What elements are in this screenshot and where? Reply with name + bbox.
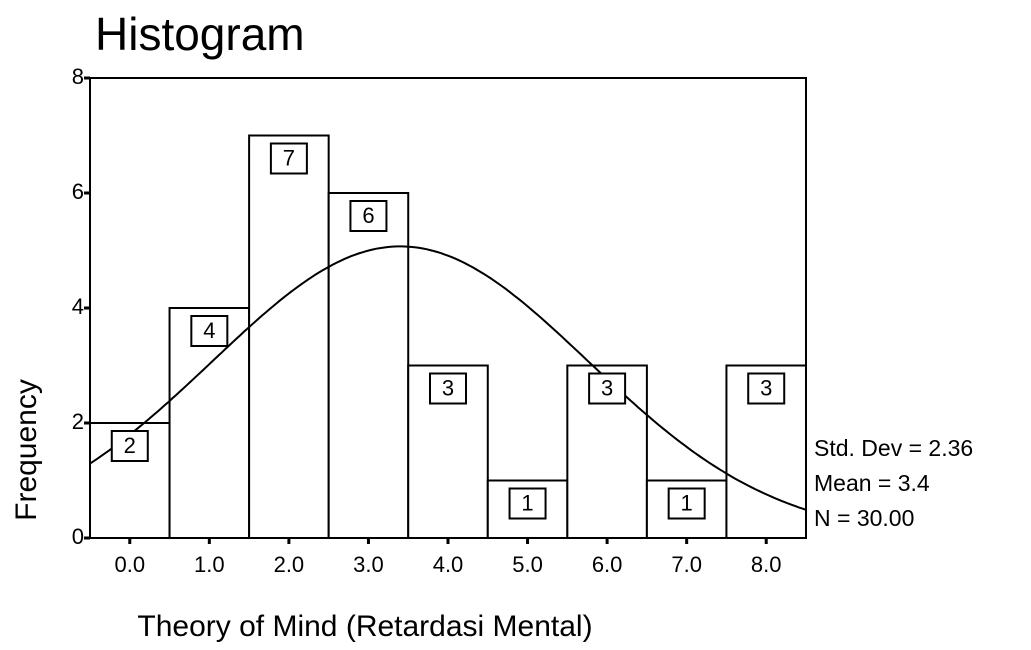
data-label-box xyxy=(747,372,786,405)
bar xyxy=(725,364,808,539)
data-label-box xyxy=(508,487,547,520)
normal-curve xyxy=(89,245,807,511)
x-tick-label: 2.0 xyxy=(274,552,305,577)
data-label-box xyxy=(269,142,308,175)
data-label-box xyxy=(349,200,388,232)
y-tick-label: 0 xyxy=(72,524,84,549)
x-tick-label: 5.0 xyxy=(512,552,543,577)
data-label: 7 xyxy=(283,145,295,170)
x-tick-label: 6.0 xyxy=(592,552,623,577)
data-label-box xyxy=(429,372,467,405)
bar xyxy=(327,192,410,539)
data-label-box xyxy=(110,430,149,462)
x-tick-label: 7.0 xyxy=(671,552,702,577)
x-axis-label: Theory of Mind (Retardasi Mental) xyxy=(137,610,592,643)
data-label: 2 xyxy=(124,433,136,458)
x-tick-label: 3.0 xyxy=(353,552,384,577)
data-label: 3 xyxy=(442,375,454,400)
data-label: 3 xyxy=(760,375,772,400)
y-tick-label: 6 xyxy=(72,179,84,204)
data-label-box xyxy=(667,487,706,520)
data-label: 3 xyxy=(601,375,613,400)
y-axis-label: Frequency xyxy=(10,379,43,521)
data-label-box xyxy=(190,315,229,347)
data-label: 1 xyxy=(521,490,533,515)
x-tick-label: 8.0 xyxy=(751,552,782,577)
y-tick-label: 2 xyxy=(72,409,84,434)
chart-title: Histogram xyxy=(95,8,305,60)
stat-annotation: Mean = 3.4 xyxy=(814,470,930,496)
x-tick-label: 0.0 xyxy=(114,552,145,577)
data-label: 4 xyxy=(203,318,215,343)
stat-annotation: N = 30.00 xyxy=(814,505,914,531)
y-tick-label: 8 xyxy=(72,64,84,89)
x-tick-label: 1.0 xyxy=(194,552,225,577)
stat-annotation: Std. Dev = 2.36 xyxy=(814,435,973,461)
data-label: 1 xyxy=(681,490,693,515)
data-label: 6 xyxy=(362,203,374,228)
data-label-box xyxy=(588,372,627,405)
bar xyxy=(248,134,330,539)
y-tick-label: 4 xyxy=(72,294,84,319)
x-tick-label: 4.0 xyxy=(433,552,464,577)
